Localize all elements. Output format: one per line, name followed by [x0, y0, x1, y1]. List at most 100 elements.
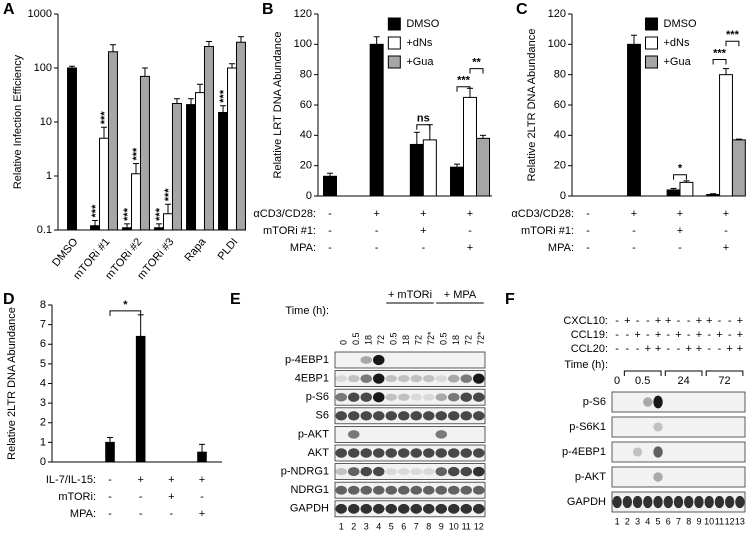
treatment-value: - — [728, 315, 732, 327]
blot-band — [448, 392, 460, 402]
treatment-value: + — [655, 329, 661, 341]
annotation: *** — [90, 204, 102, 218]
blot-band — [448, 466, 460, 477]
treatment-value: + — [686, 343, 692, 355]
treatment-value: - — [646, 329, 650, 341]
bracket — [712, 59, 727, 65]
lane-number: 1 — [339, 521, 344, 531]
treatment-value: - — [615, 343, 619, 355]
blot-band — [460, 392, 472, 402]
bar — [666, 189, 681, 197]
blot-band — [398, 485, 410, 495]
annotation: *** — [218, 89, 230, 103]
blot-band — [735, 495, 745, 509]
condition-label: mTORi #1: — [521, 225, 574, 237]
blot-row-label: p-NDRG1 — [281, 466, 329, 478]
y-axis-label: Relative 2LTR DNA Abundance — [6, 307, 18, 460]
treatment-value: - — [718, 343, 722, 355]
bracket — [456, 86, 471, 92]
blot-band — [398, 448, 410, 458]
time-bracket — [623, 370, 662, 376]
lane-time: 72* — [426, 331, 436, 345]
treatment-value: - — [677, 343, 681, 355]
bar — [323, 175, 337, 197]
blot-band — [473, 373, 485, 384]
blot-band — [435, 430, 447, 439]
bar — [369, 43, 384, 197]
blot-row-label: AKT — [308, 447, 330, 459]
lane-time: 72 — [464, 335, 474, 345]
bar — [463, 96, 477, 197]
bar — [719, 74, 733, 197]
blot-band — [373, 485, 385, 495]
group-label: + MPA — [444, 289, 477, 301]
legend-swatch — [645, 17, 658, 31]
treatment-value: + — [634, 329, 640, 341]
blot-band — [473, 466, 485, 477]
blot-band — [398, 503, 410, 514]
condition-value: - — [632, 225, 636, 237]
blot-band — [410, 448, 422, 458]
blot-band — [335, 467, 347, 476]
bar — [90, 225, 101, 231]
blot-band — [348, 411, 360, 421]
lane-number: 4 — [376, 521, 381, 531]
lane-number: 12 — [474, 521, 484, 531]
y-axis-label: Relative LRT DNA Abundance — [272, 32, 284, 179]
blot-band — [373, 354, 385, 366]
condition-value: - — [468, 225, 472, 237]
blot-band — [385, 468, 397, 476]
condition-value: + — [723, 242, 729, 254]
blot-band — [385, 503, 397, 514]
blot-band — [423, 393, 435, 401]
blot-strip — [334, 407, 486, 425]
lane-number: 13 — [735, 516, 745, 526]
blot-band — [348, 374, 360, 383]
bar — [186, 104, 197, 231]
blot-strip — [334, 388, 486, 406]
treatment-value: + — [665, 315, 671, 327]
treatment-value: - — [626, 329, 630, 341]
bracket — [725, 40, 740, 47]
treatment-value: + — [696, 315, 702, 327]
condition-value: - — [586, 208, 590, 220]
condition-value: - — [586, 225, 590, 237]
blot-row-label: p-S6K1 — [569, 421, 606, 433]
treatment-value: + — [726, 343, 732, 355]
blot-band — [348, 392, 360, 402]
blot-band — [348, 430, 360, 439]
condition-value: - — [678, 242, 682, 254]
blot-band — [348, 485, 360, 495]
condition-label: mTORi #1: — [263, 225, 316, 237]
lane-number: 3 — [364, 521, 369, 531]
blot-band — [460, 485, 472, 495]
time-label: Time (h): — [564, 359, 608, 371]
blot-band — [373, 373, 385, 384]
legend-label: +Gua — [664, 56, 692, 68]
blot-row-label: 4EBP1 — [295, 373, 329, 385]
condition-value: - — [632, 242, 636, 254]
y-tick-label: 10 — [40, 116, 52, 128]
bar — [105, 441, 115, 463]
legend-swatch — [387, 55, 401, 69]
blot-band — [653, 422, 663, 432]
y-tick-label: 3 — [40, 397, 46, 409]
blot-band — [360, 374, 372, 383]
bar — [627, 43, 641, 197]
annotation: *** — [457, 75, 471, 87]
treatment-value: - — [687, 329, 691, 341]
blot-row-label: p-AKT — [575, 471, 606, 483]
lane-number: 8 — [426, 521, 431, 531]
y-tick-label: 80 — [300, 69, 312, 81]
blot-row-label: GAPDH — [290, 503, 329, 515]
blot-band — [423, 503, 435, 514]
blot-band — [473, 485, 485, 495]
blot-strip — [334, 444, 486, 462]
condition-value: + — [199, 474, 205, 486]
blot-band — [653, 446, 663, 458]
treatment-value: + — [696, 343, 702, 355]
blot-band — [612, 495, 622, 509]
time-label: Time (h): — [285, 305, 329, 317]
lane-time: 72* — [476, 331, 486, 345]
lane-number: 9 — [696, 516, 701, 526]
